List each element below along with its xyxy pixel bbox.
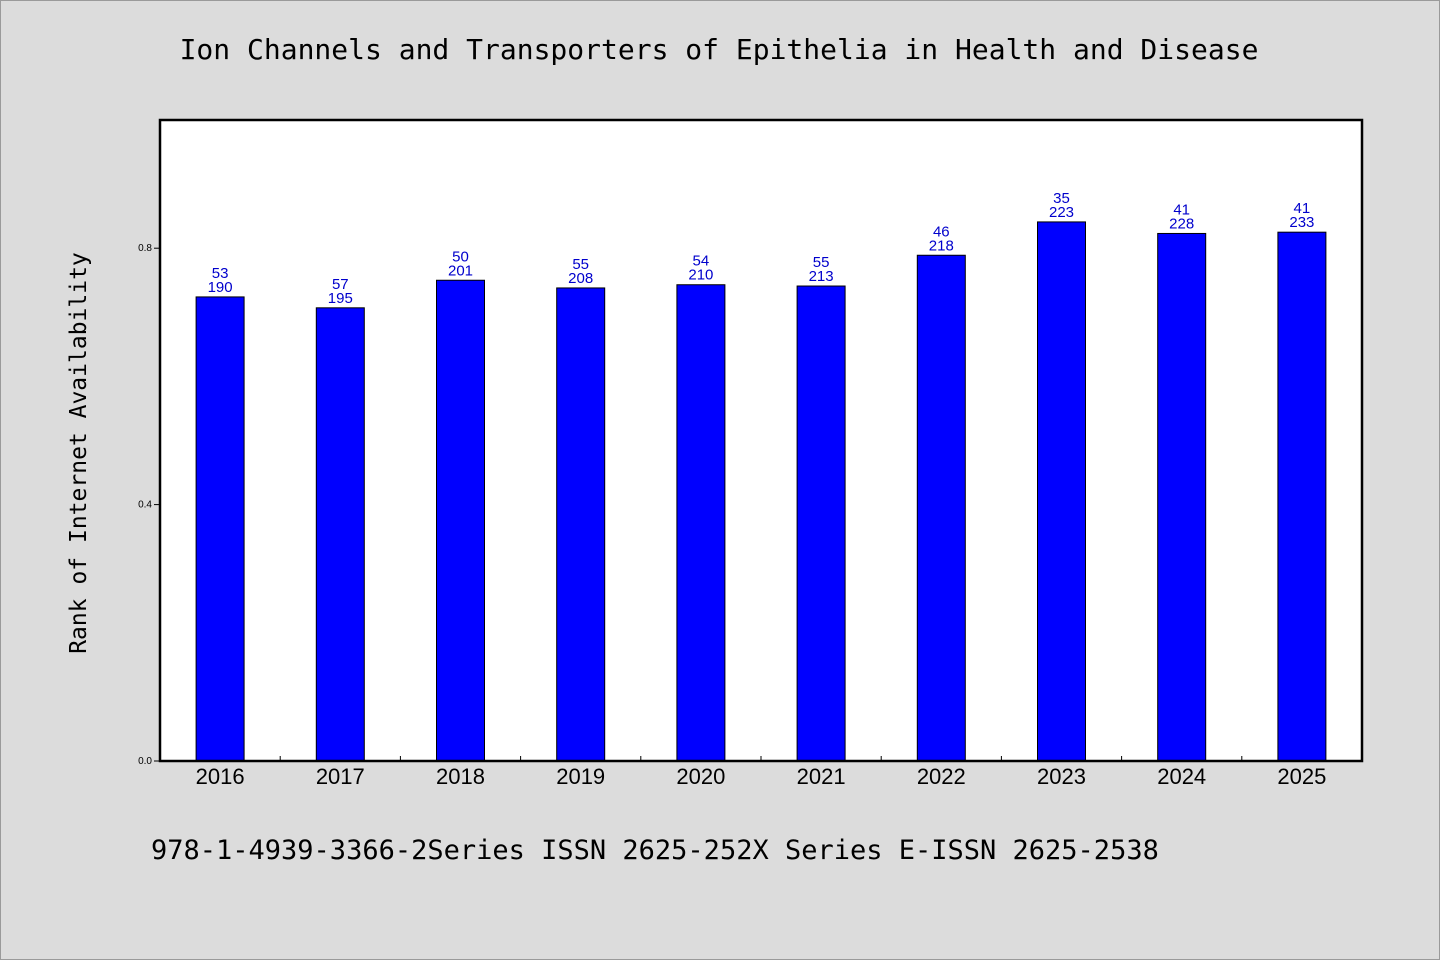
bar-label-top: 50 [452,248,469,265]
bar-label-bottom: 213 [809,268,834,285]
bar-label-top: 41 [1173,201,1190,218]
bar-label-top: 41 [1294,200,1311,217]
x-tick-label: 2021 [797,764,846,789]
bar-label-bottom: 208 [568,270,593,287]
footer-text: 978-1-4939-3366-2Series ISSN 2625-252X S… [151,835,1159,866]
bar-label-bottom: 201 [448,262,473,279]
bar-label-bottom: 210 [688,267,713,284]
bar [195,296,245,762]
x-tick-label: 2024 [1157,764,1206,789]
bar [1157,232,1207,762]
bar-label-top: 35 [1053,190,1070,207]
bar-label-top: 54 [693,253,710,270]
x-tick-label: 2025 [1277,764,1326,789]
bar [1277,231,1327,762]
x-tick-label: 2016 [196,764,245,789]
bar [796,285,846,762]
bar-label-top: 53 [212,265,229,282]
bar-label-top: 55 [813,254,830,271]
x-tick-label: 2020 [676,764,725,789]
bar-label-bottom: 190 [208,279,233,296]
bar-label-bottom: 195 [328,290,353,307]
bar-label-bottom: 223 [1049,204,1074,221]
bar-label-bottom: 218 [929,237,954,254]
bar [1037,221,1086,762]
bar-label-top: 55 [572,256,589,273]
x-tick-label: 2018 [436,764,485,789]
bar [916,254,966,762]
bar [436,279,485,762]
bar [315,307,365,762]
y-tick-label: 0.8 [138,243,152,254]
y-tick-label: 0.0 [138,756,152,767]
bar [556,287,606,762]
bar-label-bottom: 228 [1169,215,1194,232]
x-tick-label: 2023 [1037,764,1086,789]
y-tick-label: 0.4 [138,500,152,511]
bar-label-top: 46 [933,223,950,240]
bar-label-bottom: 233 [1289,214,1314,231]
chart-title: Ion Channels and Transporters of Epithel… [179,33,1259,66]
bar-label-top: 57 [332,276,349,293]
bar [676,284,726,762]
x-tick-label: 2017 [316,764,365,789]
x-tick-label: 2022 [917,764,966,789]
plot-border [158,118,1364,763]
x-tick-label: 2019 [556,764,605,789]
